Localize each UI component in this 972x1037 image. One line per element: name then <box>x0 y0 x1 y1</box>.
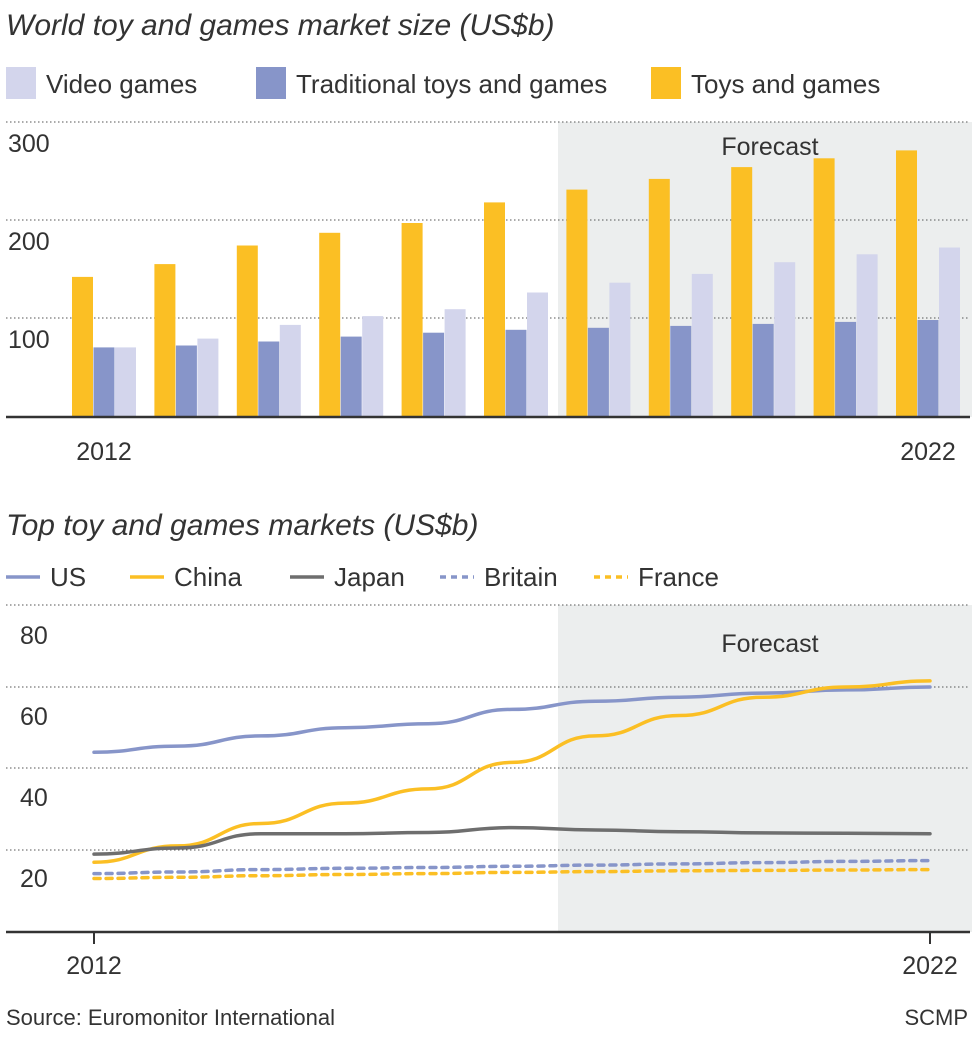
line-series-china <box>92 679 932 864</box>
bar-traditional-toys-and-games-8 <box>752 323 774 417</box>
line-ytick-20: 20 <box>20 865 48 893</box>
bar-video-games-0 <box>115 347 136 417</box>
bar-traditional-toys-and-games-3 <box>340 336 362 417</box>
legend-label-toys-and-games: Toys and games <box>691 69 880 99</box>
bar-xtick-2022: 2022 <box>900 438 956 466</box>
line-ytick-60: 60 <box>20 703 48 731</box>
bar-video-games-1 <box>197 338 219 417</box>
legend-label-us: US <box>50 562 86 592</box>
line-xtick-2012: 2012 <box>66 952 122 980</box>
line-series-japan <box>92 825 932 856</box>
line-series-us <box>92 685 932 754</box>
line-ytick-40: 40 <box>20 784 48 812</box>
bar-video-games-9 <box>856 254 878 417</box>
bar-video-games-4 <box>444 309 466 417</box>
bar-ytick-200: 200 <box>8 228 50 256</box>
bar-traditional-toys-and-games-5 <box>505 329 527 417</box>
bar-xtick-2012: 2012 <box>76 438 132 466</box>
bar-traditional-toys-and-games-7 <box>670 325 692 417</box>
bar-traditional-toys-and-games-4 <box>423 332 445 417</box>
bar-traditional-toys-and-games-0 <box>93 347 115 417</box>
legend-label-france: France <box>638 562 719 592</box>
bar-toys-and-games-1 <box>154 264 176 417</box>
bar-video-games-8 <box>774 262 796 417</box>
source-note: Source: Euromonitor International <box>6 1005 335 1030</box>
bar-video-games-2 <box>279 324 301 417</box>
bar-video-games-5 <box>527 292 548 417</box>
bar-toys-and-games-4 <box>401 223 423 417</box>
legend-label-traditional: Traditional toys and games <box>296 69 607 99</box>
legend-swatch-toys-and-games <box>651 67 681 99</box>
bar-traditional-toys-and-games-6 <box>587 327 609 417</box>
bar-toys-and-games-9 <box>813 158 835 418</box>
bar-video-games-3 <box>362 316 384 417</box>
bar-traditional-toys-and-games-9 <box>835 321 857 417</box>
bar-toys-and-games-7 <box>648 178 670 417</box>
bar-marks <box>72 150 960 418</box>
bar-forecast-label: Forecast <box>721 133 818 161</box>
bar-toys-and-games-5 <box>484 202 505 417</box>
bar-toys-and-games-6 <box>566 189 588 417</box>
line-series-britain <box>92 858 932 876</box>
line-chart-title: Top toy and games markets (US$b) <box>6 509 478 542</box>
bar-toys-and-games-8 <box>731 167 753 417</box>
bar-traditional-toys-and-games-10 <box>917 320 939 417</box>
legend-swatch-traditional <box>256 67 286 99</box>
legend-label-china: China <box>174 562 242 592</box>
legend-label-japan: Japan <box>334 562 405 592</box>
credit-label: SCMP <box>904 1005 968 1030</box>
bar-toys-and-games-10 <box>896 150 917 417</box>
line-marks <box>92 679 932 881</box>
bar-video-games-10 <box>939 247 960 417</box>
bar-toys-and-games-0 <box>72 276 93 417</box>
line-chart-legend: US China Japan Britain France <box>6 562 719 592</box>
bar-ytick-300: 300 <box>8 130 50 158</box>
bar-traditional-toys-and-games-1 <box>175 345 197 417</box>
bar-ytick-100: 100 <box>8 326 50 354</box>
line-xtick-2022: 2022 <box>902 952 958 980</box>
bar-video-games-6 <box>609 282 631 417</box>
legend-swatch-video-games <box>6 67 36 99</box>
line-forecast-label: Forecast <box>721 630 818 658</box>
bar-traditional-toys-and-games-2 <box>258 341 280 417</box>
bar-chart: World toy and games market size (US$b) V… <box>6 9 972 466</box>
line-chart: Top toy and games markets (US$b) US Chin… <box>6 509 972 980</box>
legend-label-britain: Britain <box>484 562 558 592</box>
bar-chart-legend: Video games Traditional toys and games T… <box>6 67 880 99</box>
bar-chart-title: World toy and games market size (US$b) <box>6 9 555 42</box>
bar-toys-and-games-2 <box>236 245 258 417</box>
legend-label-video-games: Video games <box>46 69 197 99</box>
bar-toys-and-games-3 <box>319 232 341 417</box>
line-series-france <box>92 867 932 881</box>
line-ytick-80: 80 <box>20 622 48 650</box>
bar-video-games-7 <box>691 273 713 417</box>
